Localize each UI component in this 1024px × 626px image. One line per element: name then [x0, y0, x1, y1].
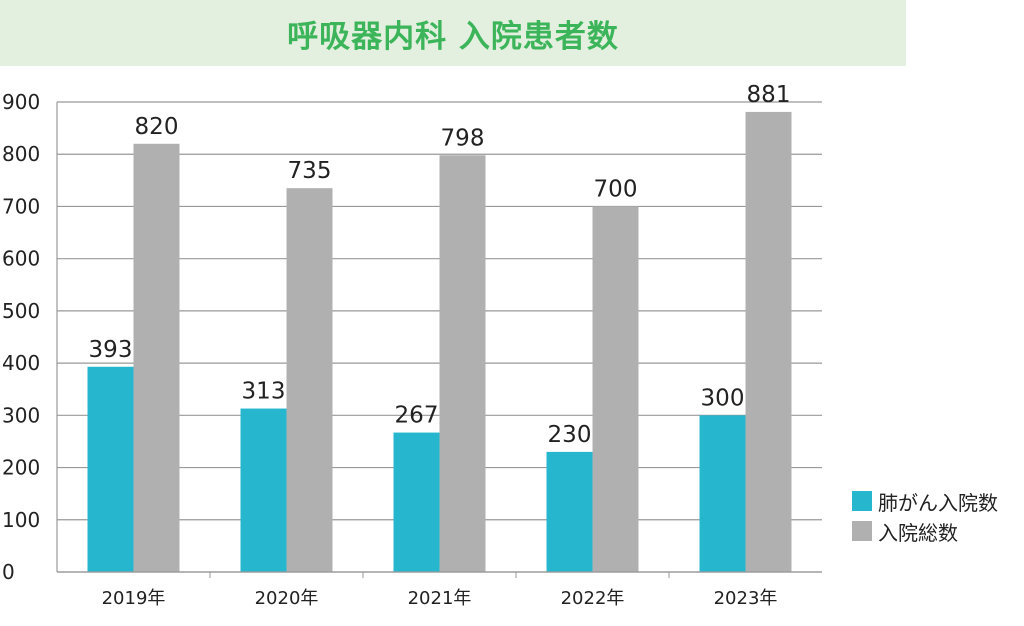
legend-label-lung-cancer: 肺がん入院数: [878, 490, 998, 515]
x-tick-label-4: 2023年: [714, 588, 778, 609]
y-tick-label-400: 400: [2, 351, 40, 375]
legend: 肺がん入院数 入院総数: [852, 486, 998, 546]
bar-total-3: [592, 206, 639, 572]
y-tick-label-900: 900: [2, 90, 40, 114]
bar-lung-cancer-0: [87, 366, 134, 572]
data-label-total-3: 700: [594, 176, 638, 202]
legend-swatch-total: [852, 521, 872, 541]
y-tick-label-800: 800: [2, 142, 40, 166]
y-tick-label-100: 100: [2, 508, 40, 532]
y-tick-label-200: 200: [2, 456, 40, 480]
data-label-lung-cancer-4: 300: [701, 385, 745, 411]
bar-total-4: [745, 111, 792, 572]
data-label-lung-cancer-2: 267: [395, 403, 439, 429]
bar-lung-cancer-3: [546, 451, 593, 572]
bar-lung-cancer-4: [699, 415, 746, 572]
bar-total-1: [286, 188, 333, 572]
bar-total-0: [133, 143, 180, 572]
legend-item-lung-cancer: 肺がん入院数: [852, 486, 998, 516]
y-tick-label-300: 300: [2, 403, 40, 427]
bar-lung-cancer-2: [393, 432, 440, 572]
x-tick-label-3: 2022年: [561, 588, 625, 609]
chart-title: 呼吸器内科 入院患者数: [287, 18, 619, 55]
legend-swatch-lung-cancer: [852, 491, 872, 511]
legend-label-total: 入院総数: [878, 520, 958, 545]
data-label-total-4: 881: [747, 82, 791, 108]
y-tick-label-500: 500: [2, 299, 40, 323]
legend-item-total: 入院総数: [852, 516, 998, 546]
y-tick-label-700: 700: [2, 194, 40, 218]
y-tick-label-0: 0: [2, 560, 15, 584]
data-label-lung-cancer-1: 313: [242, 379, 286, 405]
data-label-total-0: 820: [135, 114, 179, 140]
data-label-lung-cancer-0: 393: [89, 337, 133, 363]
bar-total-2: [439, 155, 486, 572]
x-tick-label-2: 2021年: [408, 588, 472, 609]
chart-title-bar: 呼吸器内科 入院患者数: [0, 0, 906, 66]
y-tick-label-600: 600: [2, 247, 40, 271]
x-tick-label-0: 2019年: [102, 588, 166, 609]
data-label-total-2: 798: [441, 125, 485, 151]
data-label-total-1: 735: [288, 158, 332, 184]
bar-lung-cancer-1: [240, 408, 287, 572]
x-tick-label-1: 2020年: [255, 588, 319, 609]
data-label-lung-cancer-3: 230: [548, 422, 592, 448]
